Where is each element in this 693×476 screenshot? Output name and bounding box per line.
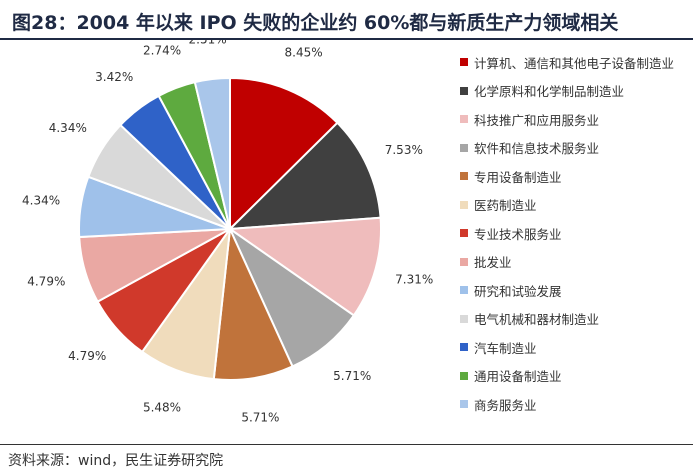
legend-item: 软件和信息技术服务业 bbox=[460, 134, 690, 163]
legend-item: 研究和试验发展 bbox=[460, 276, 690, 305]
legend-label: 商务服务业 bbox=[474, 397, 537, 413]
legend-label: 专用设备制造业 bbox=[474, 169, 562, 185]
slice-percent-label: 5.48% bbox=[143, 401, 181, 415]
legend-label: 科技推广和应用服务业 bbox=[474, 112, 600, 128]
footer-divider bbox=[0, 444, 693, 445]
legend-item: 专用设备制造业 bbox=[460, 162, 690, 191]
legend-swatch bbox=[460, 400, 468, 409]
legend-label: 通用设备制造业 bbox=[474, 369, 562, 385]
legend-label: 化学原料和化学制品制造业 bbox=[474, 84, 625, 100]
legend-item: 批发业 bbox=[460, 248, 690, 277]
legend-swatch bbox=[460, 115, 468, 124]
legend-label: 汽车制造业 bbox=[474, 340, 537, 356]
legend-label: 软件和信息技术服务业 bbox=[474, 141, 600, 157]
slice-percent-label: 4.79% bbox=[68, 349, 106, 363]
legend-item: 计算机、通信和其他电子设备制造业 bbox=[460, 48, 690, 77]
slice-percent-label: 8.45% bbox=[285, 46, 323, 60]
legend-item: 商务服务业 bbox=[460, 390, 690, 419]
slice-percent-label: 7.53% bbox=[385, 143, 423, 157]
slice-percent-label: 2.51% bbox=[189, 40, 227, 46]
legend-item: 专业技术服务业 bbox=[460, 219, 690, 248]
legend-label: 批发业 bbox=[474, 255, 512, 271]
legend-swatch bbox=[460, 343, 468, 352]
legend-item: 电气机械和器材制造业 bbox=[460, 305, 690, 334]
slice-percent-label: 4.79% bbox=[27, 274, 65, 288]
legend-swatch bbox=[460, 257, 468, 266]
legend-label: 专业技术服务业 bbox=[474, 226, 562, 242]
legend-swatch bbox=[460, 371, 468, 380]
legend-item: 医药制造业 bbox=[460, 191, 690, 220]
slice-percent-label: 3.42% bbox=[95, 70, 133, 84]
legend-swatch bbox=[460, 86, 468, 95]
slice-percent-label: 5.71% bbox=[333, 369, 371, 383]
chart-legend: 计算机、通信和其他电子设备制造业 化学原料和化学制品制造业 科技推广和应用服务业 软件… bbox=[460, 48, 690, 419]
legend-swatch bbox=[460, 143, 468, 152]
legend-label: 医药制造业 bbox=[474, 198, 537, 214]
legend-item: 通用设备制造业 bbox=[460, 362, 690, 391]
legend-item: 化学原料和化学制品制造业 bbox=[460, 77, 690, 106]
pie-slice bbox=[193, 76, 231, 230]
legend-swatch bbox=[460, 229, 468, 238]
legend-swatch bbox=[460, 58, 468, 67]
legend-item: 科技推广和应用服务业 bbox=[460, 105, 690, 134]
legend-swatch bbox=[460, 200, 468, 209]
legend-swatch bbox=[460, 172, 468, 181]
pie-slice bbox=[229, 76, 339, 232]
slice-percent-label: 4.34% bbox=[22, 194, 60, 208]
legend-item: 汽车制造业 bbox=[460, 333, 690, 362]
pie-slice bbox=[227, 121, 382, 231]
legend-label: 电气机械和器材制造业 bbox=[474, 312, 600, 328]
pie-slice bbox=[227, 216, 382, 317]
legend-swatch bbox=[460, 314, 468, 323]
chart-title: 图28：2004 年以来 IPO 失败的企业约 60%都与新质生产力领域相关 bbox=[12, 12, 619, 34]
title-divider bbox=[0, 38, 693, 40]
source-note: 资料来源：wind，民生证券研究院 bbox=[8, 453, 224, 469]
legend-label: 研究和试验发展 bbox=[474, 283, 562, 299]
slice-percent-label: 4.34% bbox=[49, 121, 87, 135]
pie-chart: 8.45% 7.53% 7.31% 5.71% 5.71% 5.48% 4.79% 4.79%… bbox=[22, 40, 433, 425]
legend-label: 计算机、通信和其他电子设备制造业 bbox=[474, 55, 675, 71]
legend-swatch bbox=[460, 286, 468, 295]
slice-percent-label: 2.74% bbox=[143, 44, 181, 58]
slice-percent-label: 7.31% bbox=[395, 272, 433, 286]
slice-percent-label: 5.71% bbox=[241, 411, 279, 425]
